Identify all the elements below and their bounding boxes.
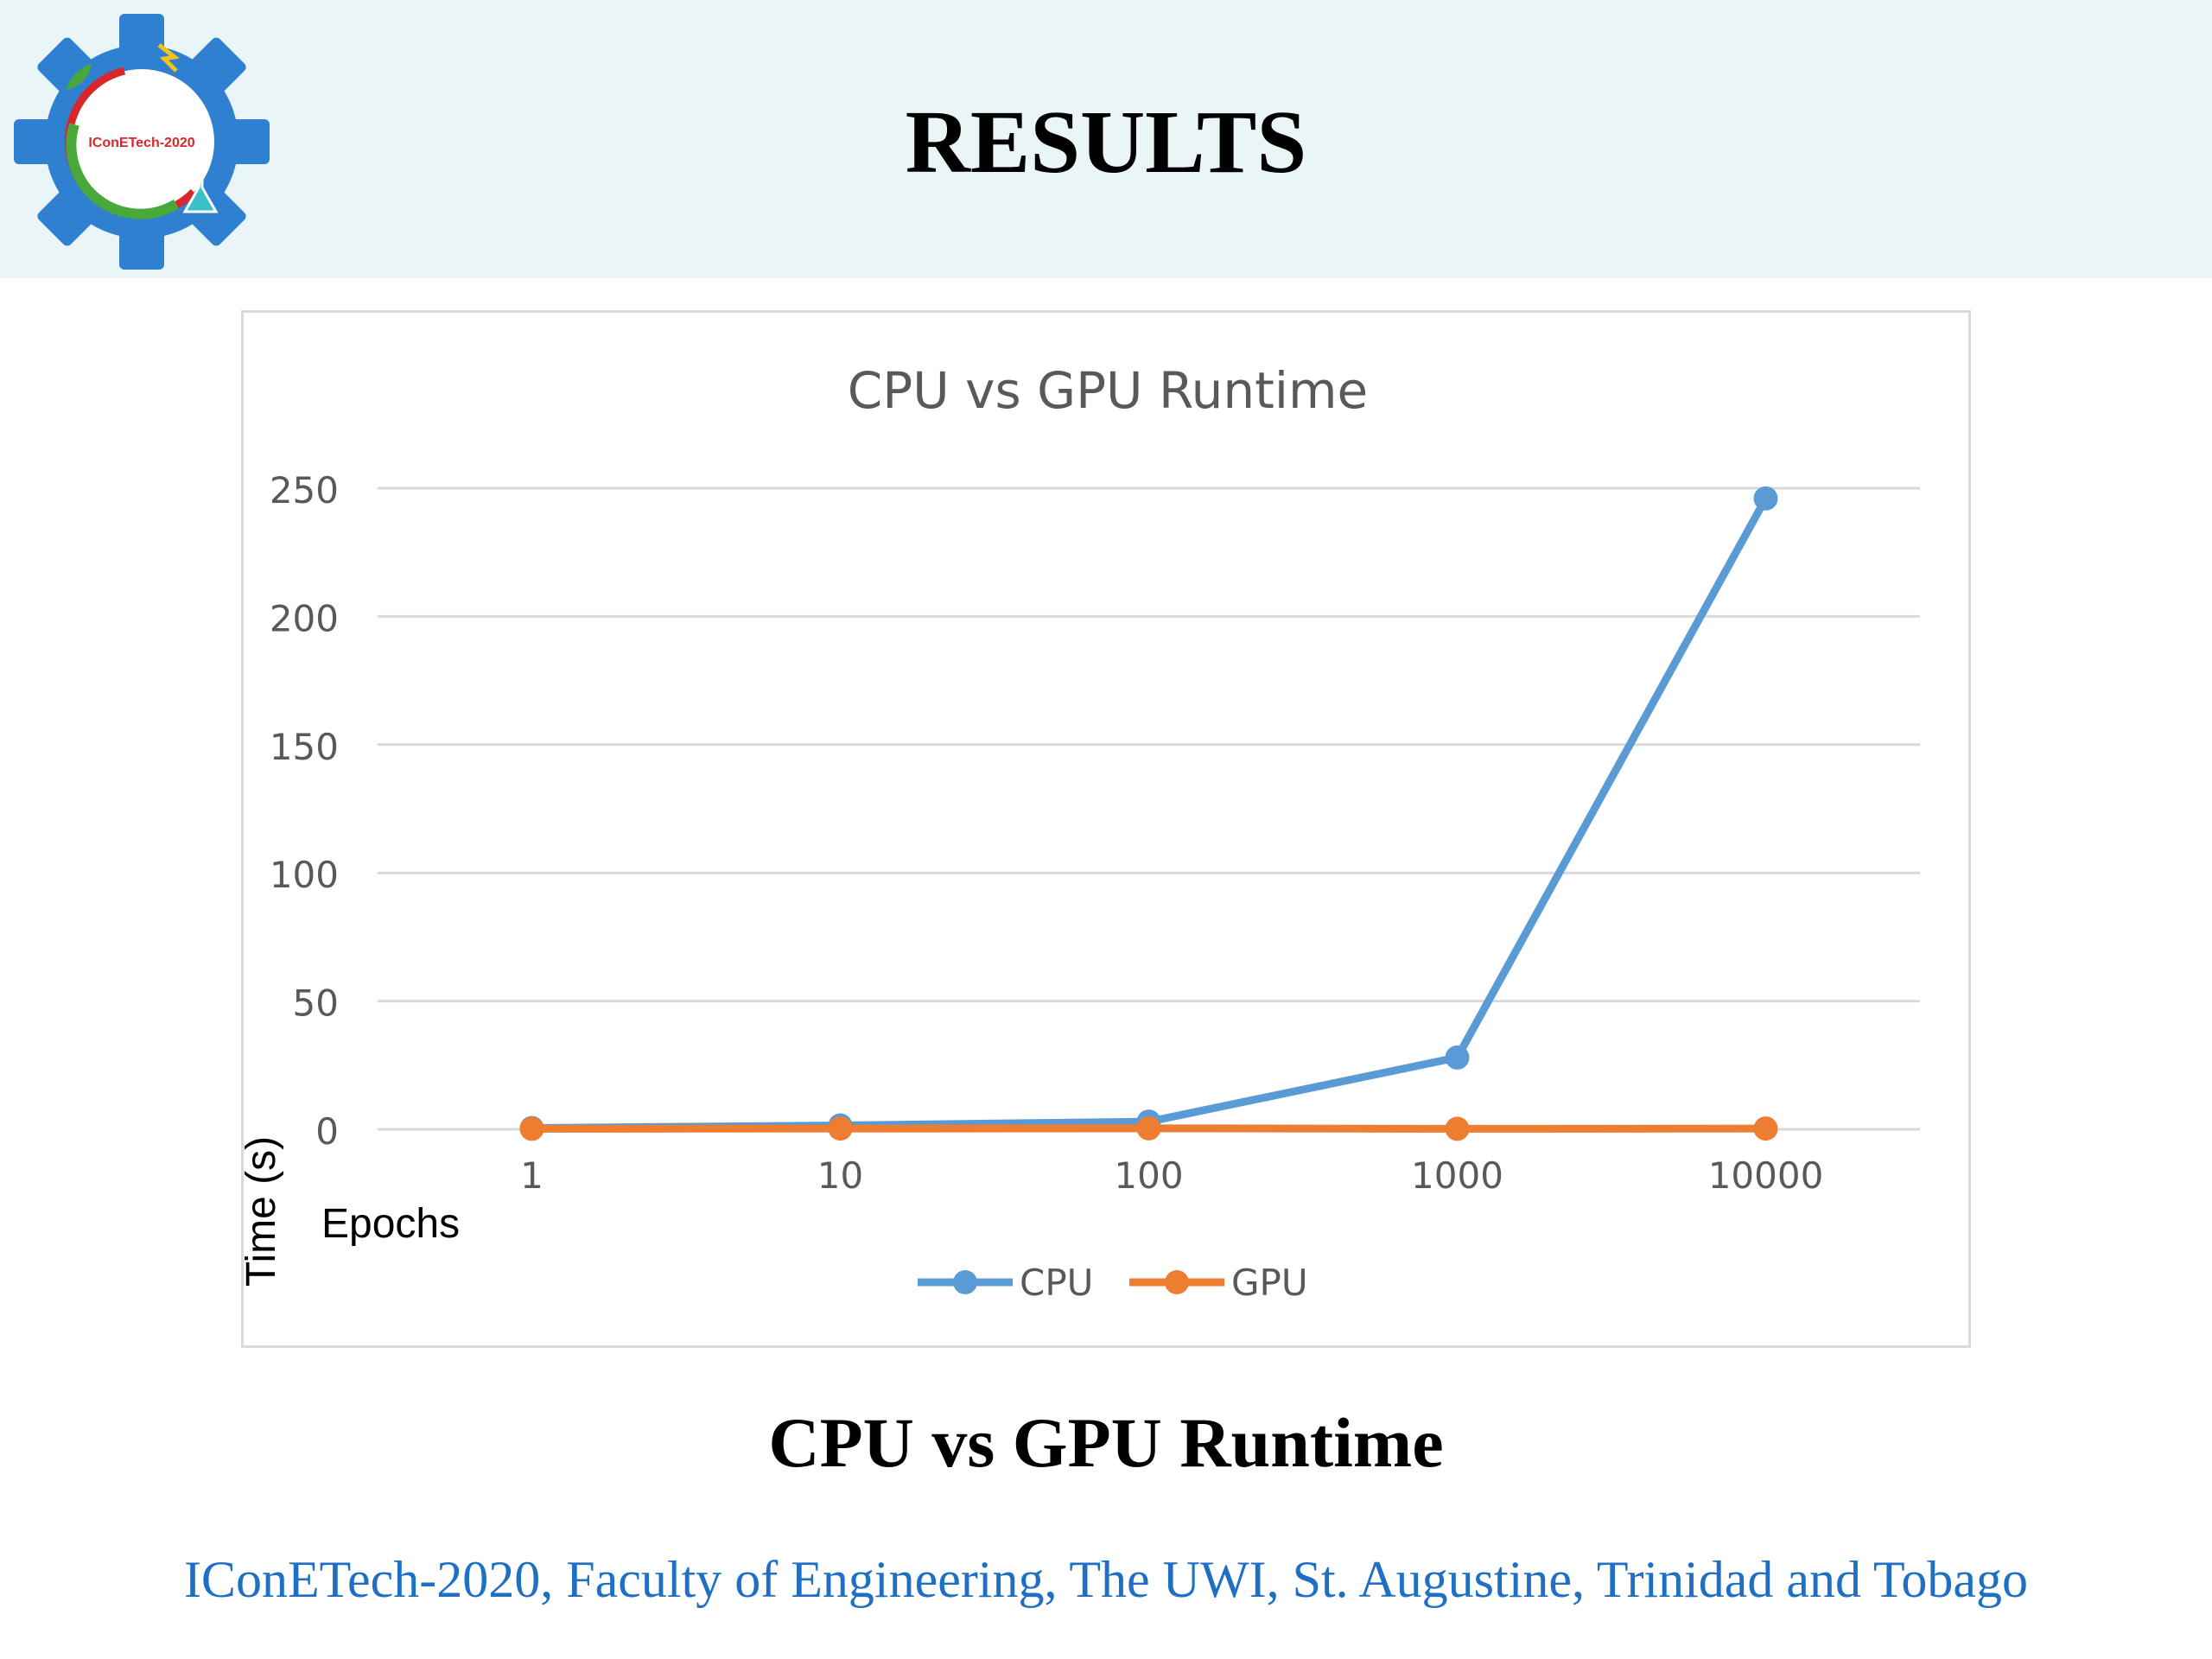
gridlines <box>378 486 1920 1131</box>
y-tick-label: 0 <box>315 1110 339 1153</box>
legend-label-cpu: CPU <box>1020 1262 1093 1304</box>
conference-footer: IConETech-2020, Faculty of Engineering, … <box>183 1551 2029 1608</box>
y-tick-labels: 0 50 100 150 200 250 <box>270 469 339 1153</box>
series-line-cpu <box>528 494 1770 1133</box>
data-point-gpu <box>1136 1116 1161 1141</box>
x-tick-label: 10 <box>817 1154 863 1197</box>
chart-frame: CPU vs GPU Runtime 0 50 100 150 200 250 1 10 10… <box>241 310 1971 1348</box>
y-tick-label: 150 <box>270 726 339 768</box>
data-point-cpu <box>1445 1045 1470 1070</box>
figure-caption: CPU vs GPU Runtime <box>768 1403 1444 1482</box>
data-point-gpu <box>828 1116 853 1141</box>
header-band <box>0 0 2212 278</box>
line-chart: CPU vs GPU Runtime 0 50 100 150 200 250 1 10 10… <box>244 361 1920 1304</box>
legend-label-gpu: GPU <box>1231 1262 1308 1304</box>
x-tick-label: 10000 <box>1708 1154 1824 1197</box>
x-tick-label: 100 <box>1114 1154 1183 1197</box>
y-tick-label: 50 <box>293 982 339 1025</box>
y-tick-label: 100 <box>270 854 339 896</box>
y-tick-label: 200 <box>270 597 339 639</box>
legend-swatch-marker-cpu <box>953 1270 977 1294</box>
y-axis-label: Time (s) <box>244 1136 284 1287</box>
series <box>519 486 1778 1141</box>
legend: CPU GPU <box>918 1262 1308 1304</box>
data-point-gpu <box>519 1116 544 1141</box>
x-tick-labels: 1 10 100 1000 10000 <box>520 1154 1823 1197</box>
chart-title: CPU vs GPU Runtime <box>848 361 1368 420</box>
data-point-gpu <box>1445 1116 1470 1141</box>
x-tick-label: 1 <box>520 1154 543 1197</box>
data-point-gpu <box>1753 1116 1778 1141</box>
conference-logo: IConETech-2020 <box>14 14 270 270</box>
slide-title: RESULTS <box>905 92 1307 192</box>
x-axis-label: Epochs <box>321 1201 460 1247</box>
x-tick-label: 1000 <box>1411 1154 1503 1197</box>
data-point-cpu <box>1753 486 1778 511</box>
logo-wordmark: IConETech-2020 <box>88 136 194 150</box>
legend-swatch-marker-gpu <box>1165 1270 1189 1294</box>
y-tick-label: 250 <box>270 469 339 512</box>
